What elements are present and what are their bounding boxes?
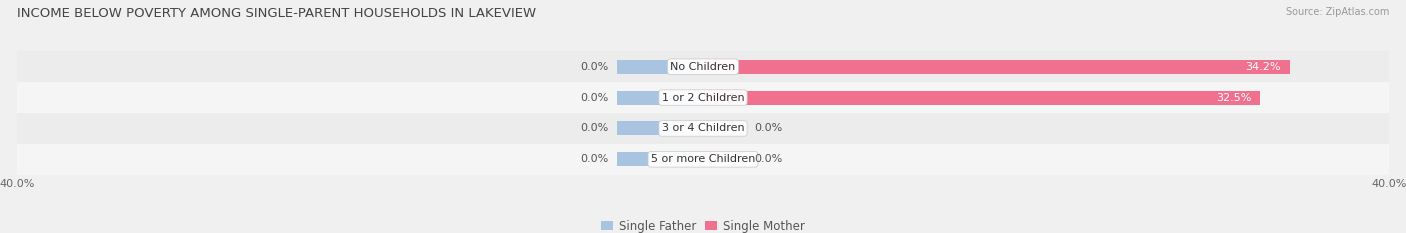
Bar xyxy=(617,91,703,105)
Text: 0.0%: 0.0% xyxy=(581,123,609,134)
Bar xyxy=(17,144,1389,175)
Legend: Single Father, Single Mother: Single Father, Single Mother xyxy=(600,220,806,233)
Bar xyxy=(17,82,1389,113)
Bar xyxy=(703,121,745,135)
Bar xyxy=(703,91,1260,105)
Bar xyxy=(617,60,703,74)
Bar xyxy=(17,113,1389,144)
Text: 5 or more Children: 5 or more Children xyxy=(651,154,755,164)
Text: 34.2%: 34.2% xyxy=(1246,62,1281,72)
Text: INCOME BELOW POVERTY AMONG SINGLE-PARENT HOUSEHOLDS IN LAKEVIEW: INCOME BELOW POVERTY AMONG SINGLE-PARENT… xyxy=(17,7,536,20)
Bar xyxy=(617,121,703,135)
Text: 0.0%: 0.0% xyxy=(755,154,783,164)
Bar xyxy=(17,51,1389,82)
Text: 0.0%: 0.0% xyxy=(581,154,609,164)
Text: 0.0%: 0.0% xyxy=(581,62,609,72)
Text: 0.0%: 0.0% xyxy=(755,123,783,134)
Text: 1 or 2 Children: 1 or 2 Children xyxy=(662,93,744,103)
Text: 3 or 4 Children: 3 or 4 Children xyxy=(662,123,744,134)
Bar xyxy=(703,152,745,166)
Bar xyxy=(703,60,1289,74)
Text: No Children: No Children xyxy=(671,62,735,72)
Text: Source: ZipAtlas.com: Source: ZipAtlas.com xyxy=(1285,7,1389,17)
Bar xyxy=(617,152,703,166)
Text: 32.5%: 32.5% xyxy=(1216,93,1251,103)
Text: 0.0%: 0.0% xyxy=(581,93,609,103)
